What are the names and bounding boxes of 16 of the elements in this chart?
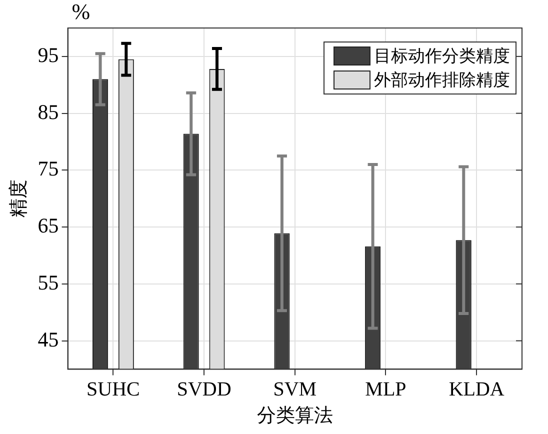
y-tick-label: 75 [38,156,59,181]
text: % [72,0,90,24]
y-tick-label: 55 [38,270,59,294]
y-tick-label: 45 [38,327,59,352]
x-tick-label: SUHC [86,378,140,400]
x-tick-label: SVM [273,378,317,400]
legend-label: 外部动作排除精度 [374,70,510,90]
x-tick-label: SVDD [176,378,232,400]
y-tick-label: 65 [38,214,59,238]
x-tick-label: MLP [365,378,406,400]
y-axis-title: 精度 [7,180,30,218]
legend-label: 目标动作分类精度 [374,46,510,66]
y-tick-label: 95 [38,42,59,67]
x-tick-label: KLDA [448,378,505,400]
y-tick-label: 85 [38,100,59,124]
x-axis-title: 分类算法 [256,406,333,427]
